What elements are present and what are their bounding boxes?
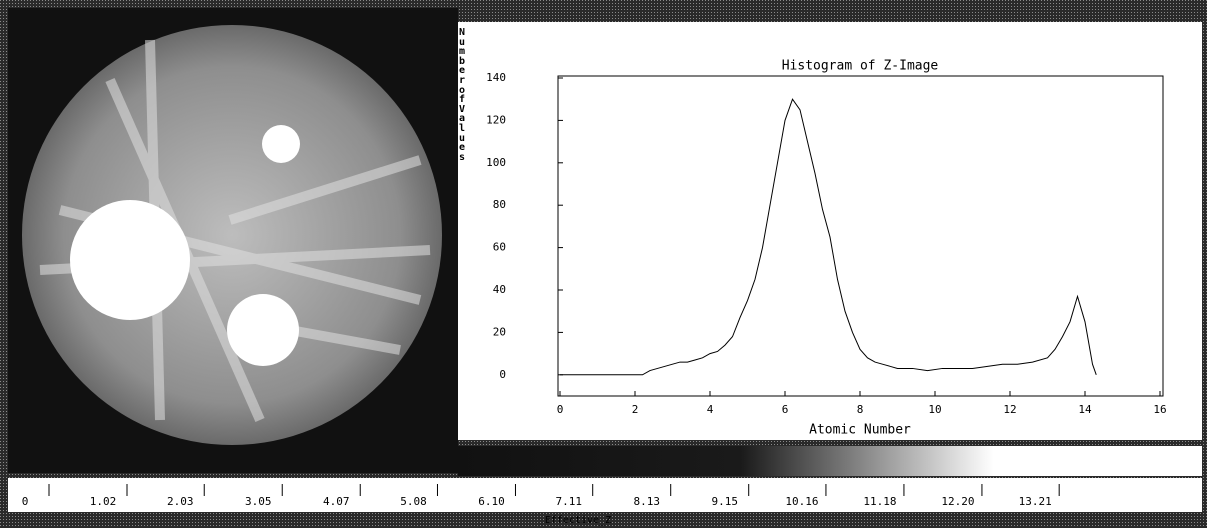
y-tick-label: 40	[493, 283, 506, 296]
colorbar-tick-label: 10.16	[785, 495, 818, 508]
colorbar	[458, 446, 1202, 476]
colorbar-tick-label: 12.20	[941, 495, 974, 508]
colorbar-tick-label: 4.07	[323, 495, 350, 508]
y-tick-label: 100	[486, 156, 506, 169]
histogram-line	[560, 98, 1097, 376]
x-tick-label: 8	[857, 403, 864, 416]
x-tick-label: 0	[557, 403, 564, 416]
chart-panel	[458, 22, 1202, 440]
chart-title: Histogram of Z-Image	[782, 59, 939, 74]
z-image	[8, 8, 458, 473]
colorbar-tick-label: 11.18	[863, 495, 896, 508]
y-tick-label: 120	[486, 113, 506, 126]
colorbar-tick-label: 2.03	[167, 495, 194, 508]
colorbar-tick-label: 9.15	[711, 495, 738, 508]
x-tick-label: 14	[1078, 403, 1092, 416]
colorbar-tick-label: 3.05	[245, 495, 272, 508]
y-tick-label: 0	[499, 368, 506, 381]
y-tick-label: 80	[493, 198, 506, 211]
x-tick-label: 16	[1153, 403, 1166, 416]
x-axis-label: Atomic Number	[809, 423, 911, 438]
y-tick-label: 140	[486, 71, 506, 84]
x-tick-label: 10	[928, 403, 941, 416]
x-tick-label: 6	[782, 403, 789, 416]
colorbar-tick-label: 5.08	[400, 495, 427, 508]
colorbar-tick-label: 6.10	[478, 495, 505, 508]
colorbar-tick-label: 0	[22, 495, 29, 508]
y-axis-label: Number of Values	[459, 27, 472, 163]
colorbar-scale	[8, 478, 1202, 512]
x-tick-label: 2	[632, 403, 639, 416]
y-tick-label: 60	[493, 241, 506, 254]
colorbar-tick-label: 1.02	[90, 495, 117, 508]
x-tick-label: 12	[1003, 403, 1016, 416]
colorbar-tick-label: 13.21	[1019, 495, 1052, 508]
colorbar-tick-label: 7.11	[555, 495, 582, 508]
y-tick-label: 20	[493, 325, 506, 338]
colorbar-label: Effective_Z	[545, 515, 611, 526]
colorbar-tick-label: 8.13	[633, 495, 660, 508]
x-tick-label: 4	[707, 403, 714, 416]
